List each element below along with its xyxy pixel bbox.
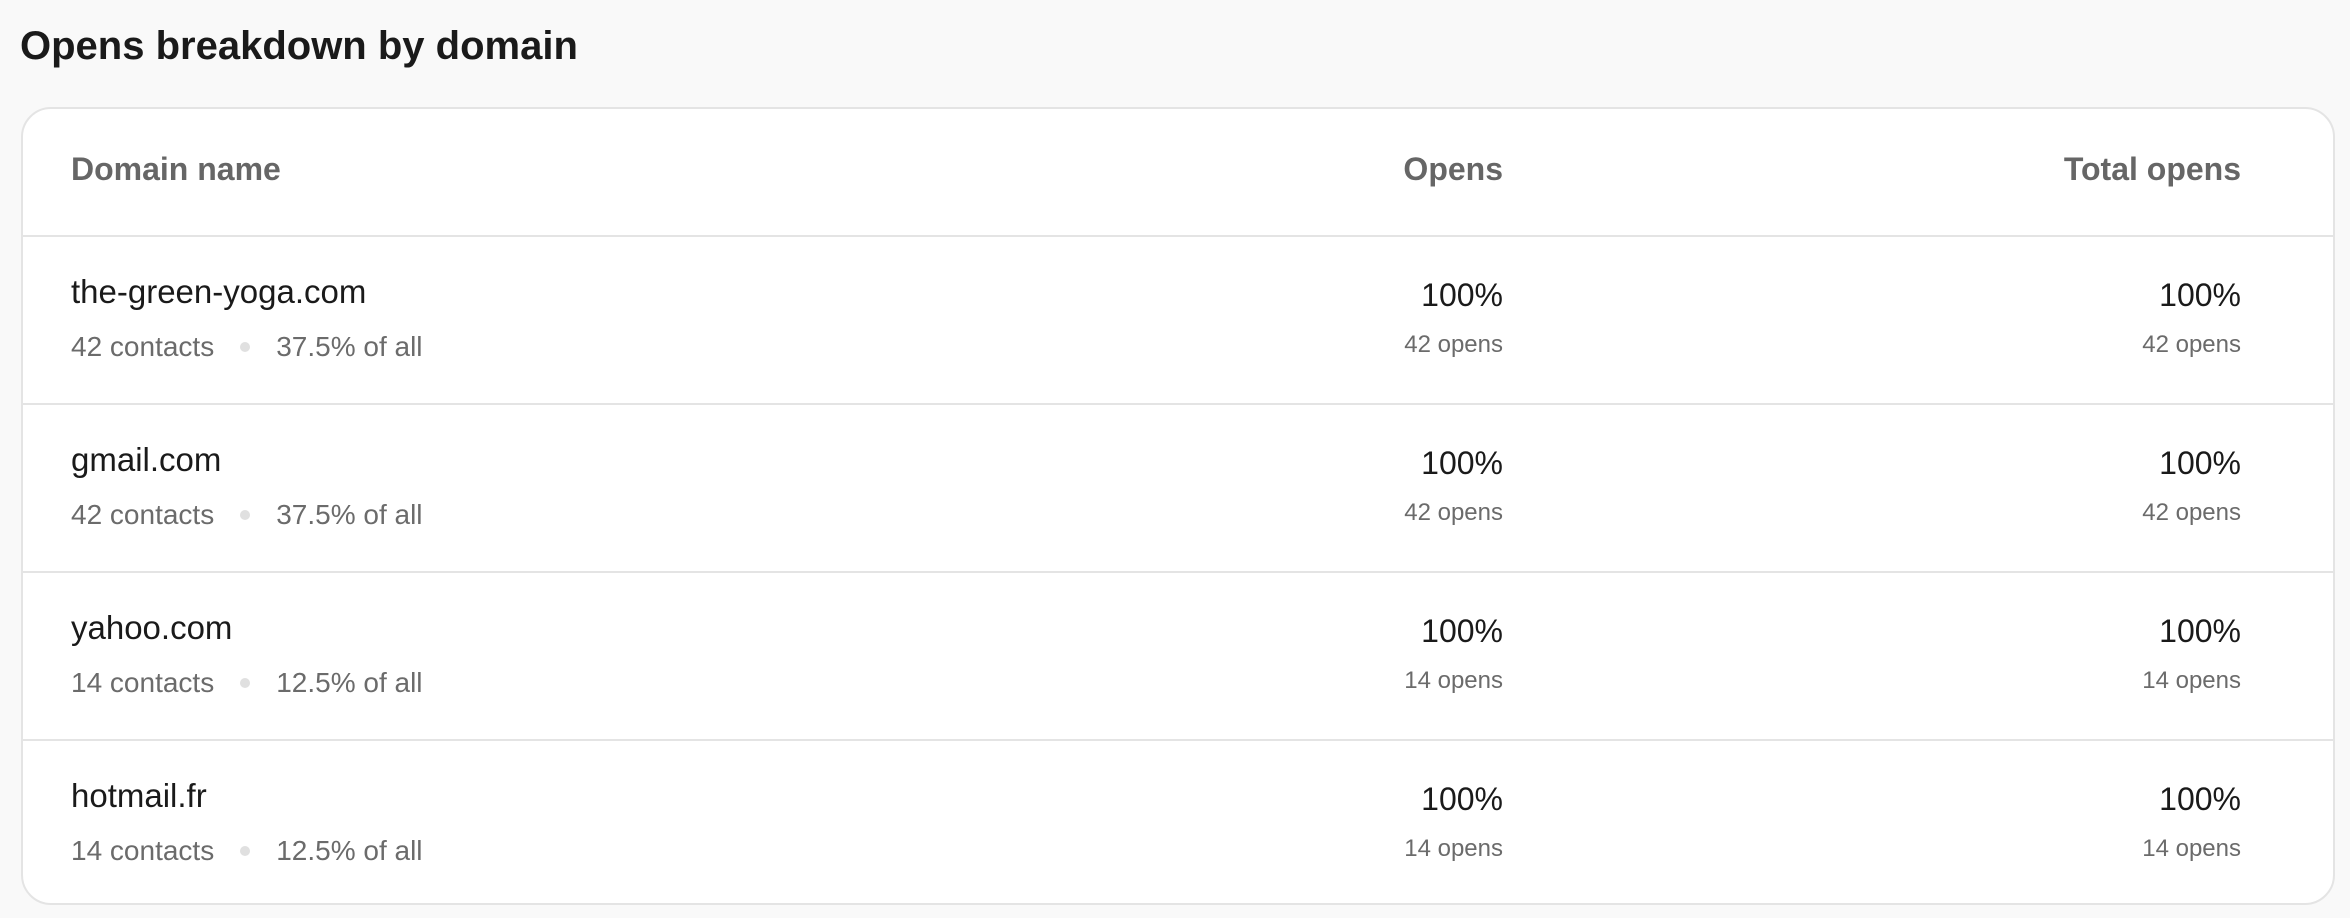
opens-percent: 100%	[1421, 277, 1503, 313]
opens-count: 42 opens	[1404, 499, 1503, 526]
column-header-total-opens[interactable]: Total opens	[2063, 151, 2241, 187]
separator-dot-icon	[240, 510, 251, 520]
contacts-count: 42 contacts	[71, 499, 215, 530]
opens-count: 14 opens	[1404, 835, 1503, 862]
table-row: hotmail.fr 14 contacts 12.5% of all 100%…	[23, 739, 2333, 903]
total-opens-percent: 100%	[2159, 781, 2241, 817]
separator-dot-icon	[240, 846, 251, 856]
domain-table: Domain name Opens Total opens the-green-…	[21, 107, 2335, 905]
domain-meta: 14 contacts 12.5% of all	[71, 835, 423, 867]
table-row: the-green-yoga.com 42 contacts 37.5% of …	[23, 235, 2333, 403]
separator-dot-icon	[240, 342, 251, 352]
column-header-domain[interactable]: Domain name	[71, 151, 281, 187]
page-title: Opens breakdown by domain	[20, 24, 578, 68]
domain-meta: 14 contacts 12.5% of all	[71, 667, 423, 699]
domain-name: the-green-yoga.com	[71, 273, 367, 310]
opens-percent: 100%	[1421, 781, 1503, 817]
table-row: gmail.com 42 contacts 37.5% of all 100% …	[23, 403, 2333, 571]
total-opens-percent: 100%	[2159, 277, 2241, 313]
share-of-all: 12.5% of all	[276, 667, 423, 698]
domain-meta: 42 contacts 37.5% of all	[71, 499, 423, 531]
domain-name: hotmail.fr	[71, 777, 207, 814]
total-opens-count: 14 opens	[2142, 667, 2241, 694]
column-header-opens[interactable]: Opens	[1403, 151, 1503, 187]
opens-percent: 100%	[1421, 613, 1503, 649]
total-opens-count: 42 opens	[2142, 499, 2241, 526]
domain-meta: 42 contacts 37.5% of all	[71, 331, 423, 363]
opens-percent: 100%	[1421, 445, 1503, 481]
table-row: yahoo.com 14 contacts 12.5% of all 100% …	[23, 571, 2333, 739]
opens-count: 14 opens	[1404, 667, 1503, 694]
domain-name: gmail.com	[71, 441, 222, 478]
total-opens-count: 42 opens	[2142, 331, 2241, 358]
share-of-all: 12.5% of all	[276, 835, 423, 866]
total-opens-percent: 100%	[2159, 445, 2241, 481]
table-header: Domain name Opens Total opens	[23, 109, 2333, 235]
share-of-all: 37.5% of all	[276, 331, 423, 362]
total-opens-percent: 100%	[2159, 613, 2241, 649]
opens-count: 42 opens	[1404, 331, 1503, 358]
share-of-all: 37.5% of all	[276, 499, 423, 530]
separator-dot-icon	[240, 678, 251, 688]
contacts-count: 14 contacts	[71, 667, 215, 698]
domain-name: yahoo.com	[71, 609, 233, 646]
contacts-count: 14 contacts	[71, 835, 215, 866]
total-opens-count: 14 opens	[2142, 835, 2241, 862]
contacts-count: 42 contacts	[71, 331, 215, 362]
